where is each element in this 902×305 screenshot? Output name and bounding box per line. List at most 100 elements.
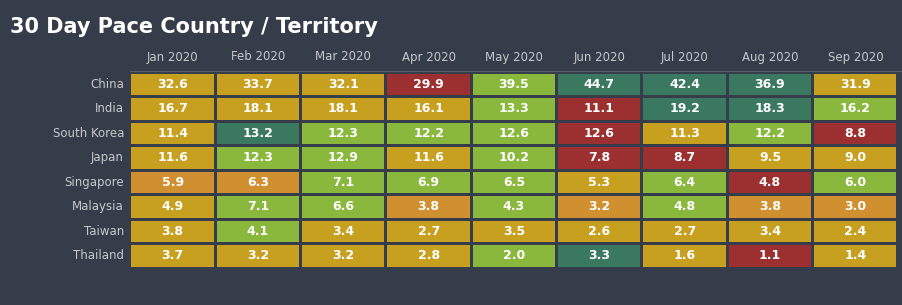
Text: 10.2: 10.2 <box>498 151 529 164</box>
Text: Sep 2020: Sep 2020 <box>826 51 882 63</box>
Text: 32.6: 32.6 <box>157 78 188 91</box>
FancyBboxPatch shape <box>387 98 469 120</box>
Text: Singapore: Singapore <box>64 176 124 189</box>
FancyBboxPatch shape <box>302 74 384 95</box>
FancyBboxPatch shape <box>814 245 896 267</box>
FancyBboxPatch shape <box>643 221 725 242</box>
FancyBboxPatch shape <box>216 74 299 95</box>
FancyBboxPatch shape <box>728 221 810 242</box>
FancyBboxPatch shape <box>643 98 725 120</box>
Text: 4.8: 4.8 <box>673 200 695 213</box>
Text: 42.4: 42.4 <box>668 78 699 91</box>
FancyBboxPatch shape <box>216 123 299 144</box>
Text: 29.9: 29.9 <box>413 78 444 91</box>
Text: 6.6: 6.6 <box>332 200 354 213</box>
FancyBboxPatch shape <box>473 123 555 144</box>
Text: 4.3: 4.3 <box>502 200 524 213</box>
Text: 9.5: 9.5 <box>758 151 780 164</box>
FancyBboxPatch shape <box>387 171 469 193</box>
FancyBboxPatch shape <box>387 221 469 242</box>
FancyBboxPatch shape <box>132 123 214 144</box>
Text: 12.2: 12.2 <box>413 127 444 140</box>
FancyBboxPatch shape <box>302 221 384 242</box>
FancyBboxPatch shape <box>302 245 384 267</box>
FancyBboxPatch shape <box>302 147 384 168</box>
Text: 39.5: 39.5 <box>498 78 529 91</box>
FancyBboxPatch shape <box>557 74 640 95</box>
Text: 9.0: 9.0 <box>843 151 865 164</box>
FancyBboxPatch shape <box>643 123 725 144</box>
FancyBboxPatch shape <box>728 123 810 144</box>
Text: 16.2: 16.2 <box>839 102 870 115</box>
FancyBboxPatch shape <box>387 74 469 95</box>
Text: 11.4: 11.4 <box>157 127 188 140</box>
Text: 18.1: 18.1 <box>243 102 273 115</box>
Text: 3.3: 3.3 <box>588 249 610 262</box>
FancyBboxPatch shape <box>132 98 214 120</box>
Text: 32.1: 32.1 <box>327 78 358 91</box>
Text: 12.3: 12.3 <box>243 151 273 164</box>
FancyBboxPatch shape <box>387 123 469 144</box>
Text: 5.3: 5.3 <box>587 176 610 189</box>
Text: 18.1: 18.1 <box>327 102 358 115</box>
FancyBboxPatch shape <box>387 196 469 217</box>
Text: 11.3: 11.3 <box>668 127 699 140</box>
FancyBboxPatch shape <box>814 74 896 95</box>
FancyBboxPatch shape <box>216 98 299 120</box>
FancyBboxPatch shape <box>814 171 896 193</box>
Text: 7.1: 7.1 <box>246 200 269 213</box>
Text: 3.8: 3.8 <box>418 200 439 213</box>
FancyBboxPatch shape <box>643 171 725 193</box>
Text: Jul 2020: Jul 2020 <box>660 51 708 63</box>
Text: 16.7: 16.7 <box>157 102 188 115</box>
Text: 2.8: 2.8 <box>417 249 439 262</box>
FancyBboxPatch shape <box>302 196 384 217</box>
Text: South Korea: South Korea <box>52 127 124 140</box>
FancyBboxPatch shape <box>216 221 299 242</box>
Text: 4.9: 4.9 <box>161 200 183 213</box>
FancyBboxPatch shape <box>643 74 725 95</box>
Text: 44.7: 44.7 <box>584 78 614 91</box>
FancyBboxPatch shape <box>814 196 896 217</box>
FancyBboxPatch shape <box>814 147 896 168</box>
FancyBboxPatch shape <box>132 171 214 193</box>
Text: 6.5: 6.5 <box>502 176 524 189</box>
Text: 12.9: 12.9 <box>327 151 358 164</box>
FancyBboxPatch shape <box>216 245 299 267</box>
Text: 19.2: 19.2 <box>668 102 699 115</box>
Text: 1.1: 1.1 <box>758 249 780 262</box>
FancyBboxPatch shape <box>302 171 384 193</box>
FancyBboxPatch shape <box>814 123 896 144</box>
FancyBboxPatch shape <box>302 98 384 120</box>
Text: May 2020: May 2020 <box>484 51 542 63</box>
Text: 3.2: 3.2 <box>246 249 269 262</box>
Text: Aug 2020: Aug 2020 <box>741 51 797 63</box>
Text: 11.1: 11.1 <box>584 102 614 115</box>
Text: 1.4: 1.4 <box>843 249 866 262</box>
Text: India: India <box>95 102 124 115</box>
FancyBboxPatch shape <box>302 123 384 144</box>
FancyBboxPatch shape <box>216 147 299 168</box>
FancyBboxPatch shape <box>557 171 640 193</box>
Text: 7.1: 7.1 <box>332 176 354 189</box>
FancyBboxPatch shape <box>132 196 214 217</box>
FancyBboxPatch shape <box>728 196 810 217</box>
FancyBboxPatch shape <box>643 196 725 217</box>
FancyBboxPatch shape <box>216 171 299 193</box>
FancyBboxPatch shape <box>557 196 640 217</box>
FancyBboxPatch shape <box>728 245 810 267</box>
Text: 33.7: 33.7 <box>243 78 273 91</box>
Text: 4.1: 4.1 <box>246 225 269 238</box>
Text: 3.8: 3.8 <box>161 225 183 238</box>
Text: 13.2: 13.2 <box>243 127 273 140</box>
Text: Jan 2020: Jan 2020 <box>147 51 198 63</box>
FancyBboxPatch shape <box>557 98 640 120</box>
FancyBboxPatch shape <box>387 245 469 267</box>
Text: Mar 2020: Mar 2020 <box>315 51 371 63</box>
FancyBboxPatch shape <box>132 147 214 168</box>
Text: 11.6: 11.6 <box>157 151 188 164</box>
Text: 12.6: 12.6 <box>584 127 614 140</box>
FancyBboxPatch shape <box>132 221 214 242</box>
Text: 2.7: 2.7 <box>417 225 439 238</box>
Text: 8.8: 8.8 <box>843 127 865 140</box>
